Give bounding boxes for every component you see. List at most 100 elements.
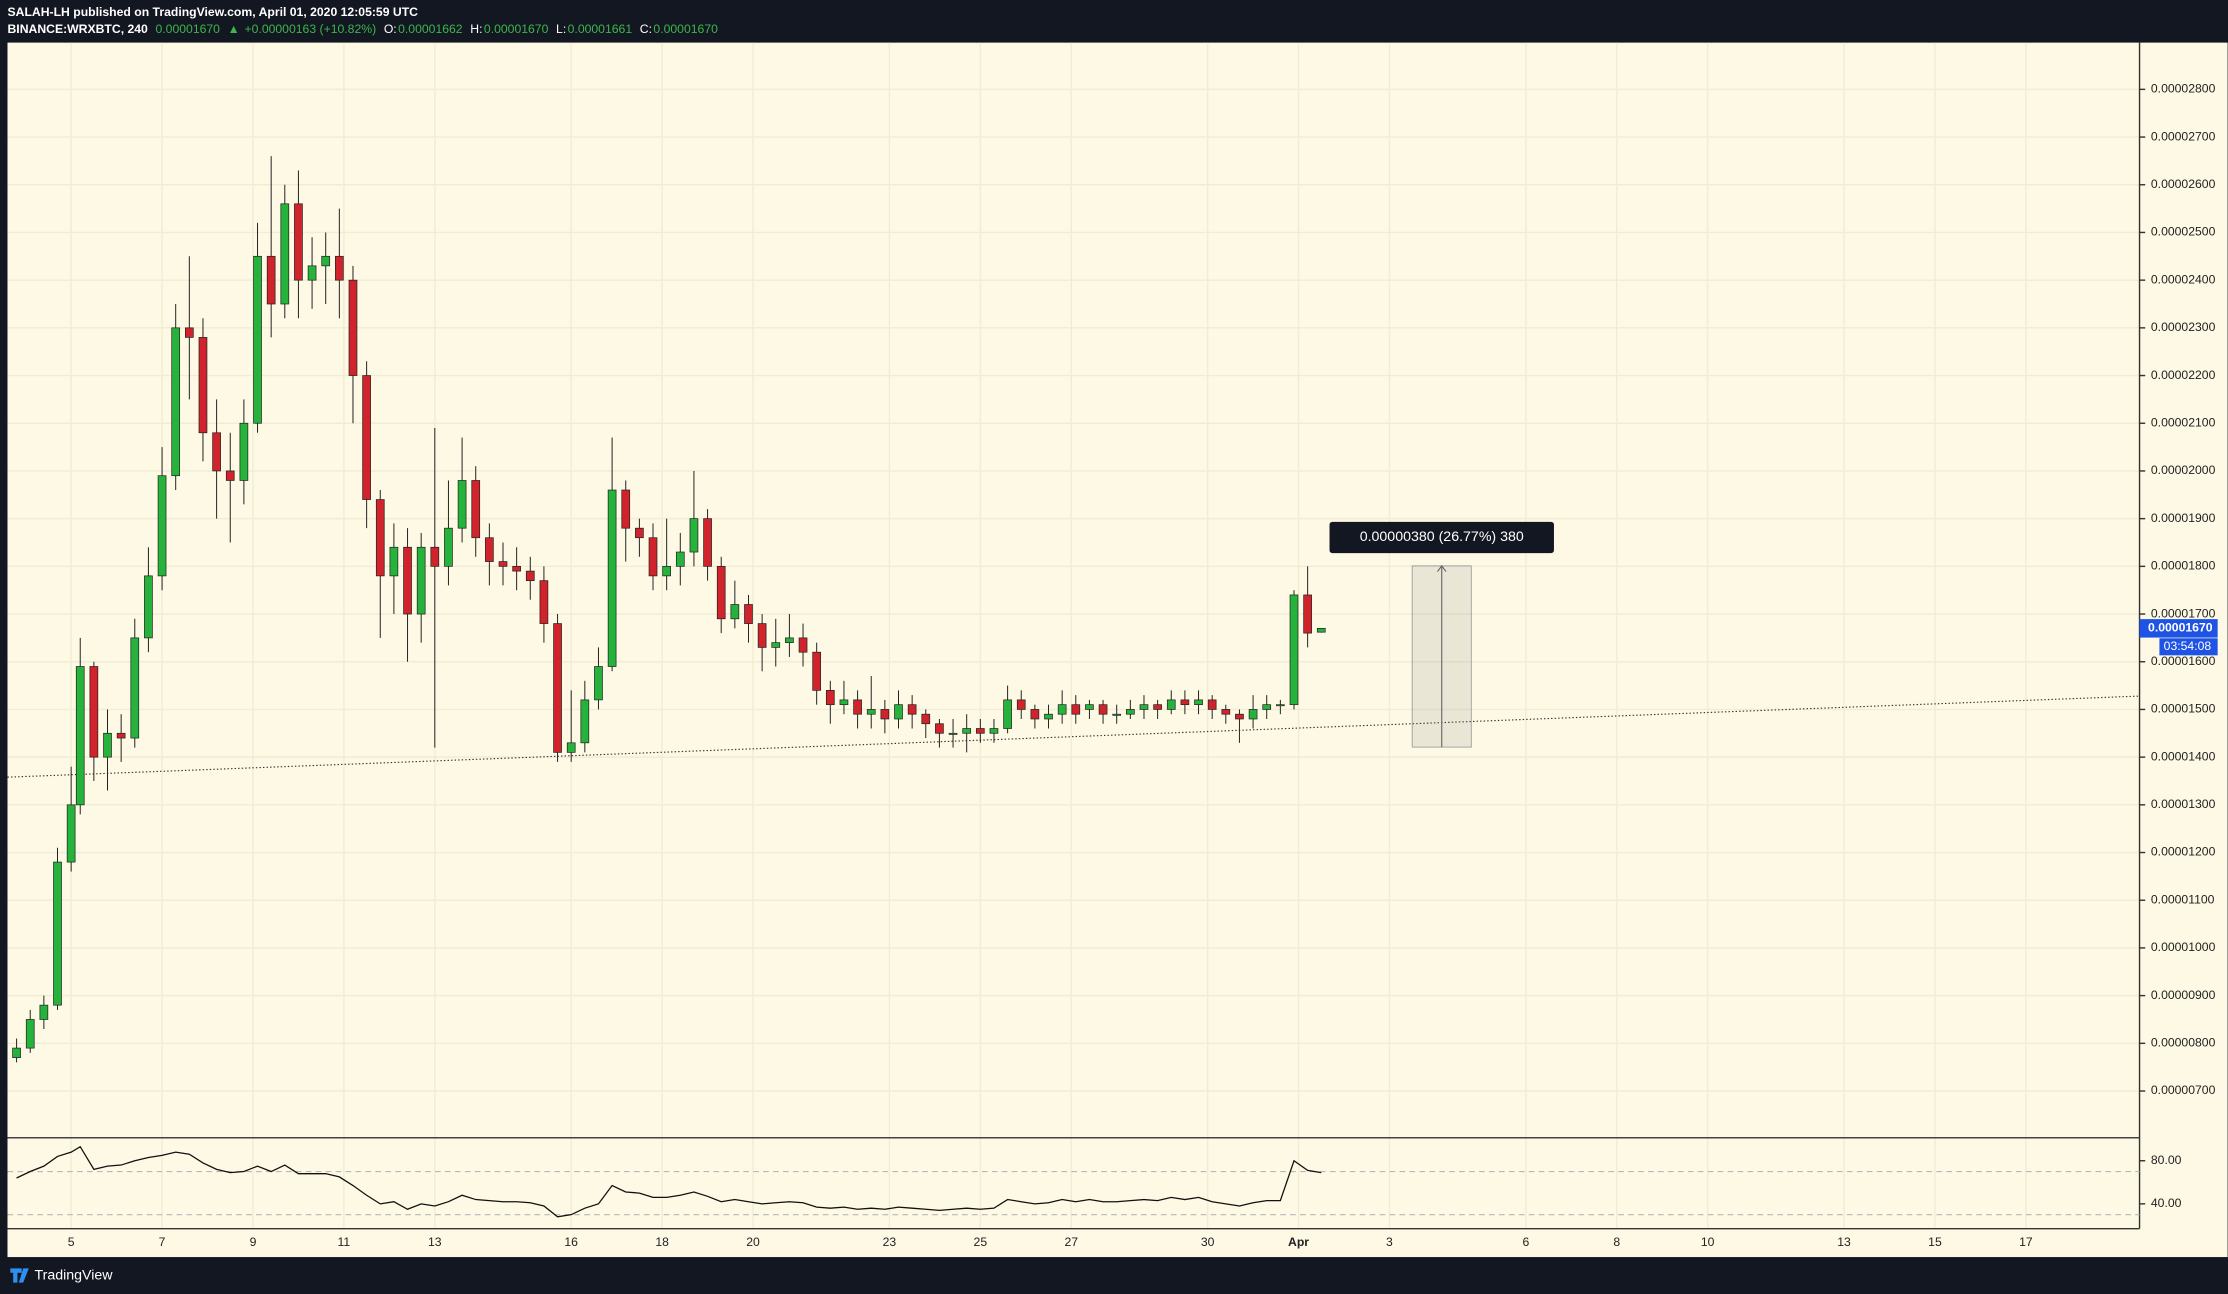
measure-label: 0.00000380 (26.77%) 380 xyxy=(1360,529,1524,545)
candle-body xyxy=(280,203,290,305)
candle-body xyxy=(689,518,699,553)
y-tick-label: 0.00002000 xyxy=(2151,463,2216,477)
candle-body xyxy=(335,255,344,281)
x-tick-label: 11 xyxy=(338,1235,351,1249)
ohlc-value: 0.00001662 xyxy=(398,22,463,36)
candle-body xyxy=(907,704,917,715)
symbol: BINANCE:WRXBTC, 240 xyxy=(7,22,148,36)
y-tick-label: 0.00000800 xyxy=(2151,1036,2216,1050)
x-tick-label: 16 xyxy=(564,1235,578,1249)
candle-body xyxy=(1289,594,1299,706)
y-tick-label: 0.00002200 xyxy=(2151,368,2216,382)
last: 0.00001670 xyxy=(156,22,221,36)
candle-body xyxy=(948,732,958,735)
footer-brand[interactable]: TradingView xyxy=(34,1267,113,1283)
x-tick-label: 9 xyxy=(250,1235,257,1249)
countdown-box xyxy=(2159,638,2218,656)
candle-body xyxy=(621,489,631,529)
y-tick-label: 0.00001300 xyxy=(2151,797,2216,811)
candle-body xyxy=(989,728,999,734)
candle-body xyxy=(266,255,276,305)
candle-body xyxy=(171,327,181,477)
candle-body xyxy=(53,861,62,1006)
candle-body xyxy=(212,432,221,472)
rsi-line xyxy=(16,1145,1322,1218)
x-tick-label: 13 xyxy=(1837,1235,1851,1249)
x-tick-label: 20 xyxy=(746,1235,760,1249)
candle-body xyxy=(825,689,835,706)
x-tick-label: 17 xyxy=(2019,1235,2033,1249)
candle-body xyxy=(648,537,658,577)
candle-body xyxy=(785,637,794,644)
candle-body xyxy=(362,375,371,500)
candle-body xyxy=(853,699,862,715)
y-tick-label: 0.00001500 xyxy=(2151,702,2216,716)
ohlc-label: C: xyxy=(640,22,652,36)
candle-body xyxy=(89,666,99,758)
rsi-tick-label: 40.00 xyxy=(2151,1196,2182,1210)
candle-body xyxy=(157,475,167,577)
y-tick-label: 0.00002600 xyxy=(2151,177,2216,191)
candle-body xyxy=(812,651,822,691)
x-tick-label: 25 xyxy=(974,1235,988,1249)
candle-body xyxy=(716,565,726,620)
candle-body xyxy=(1194,699,1203,706)
candle-body xyxy=(430,546,440,567)
candle-body xyxy=(798,637,808,653)
candle-body xyxy=(1180,699,1190,706)
candle-body xyxy=(239,422,249,481)
y-tick-label: 0.00002300 xyxy=(2151,320,2216,334)
candle-body xyxy=(894,704,903,720)
x-tick-label: 8 xyxy=(1613,1235,1620,1249)
candle-body xyxy=(580,699,590,744)
candle-body xyxy=(253,255,262,424)
candle-body xyxy=(1030,709,1040,720)
y-tick-label: 0.00000900 xyxy=(2151,988,2216,1002)
candle-body xyxy=(348,279,358,376)
y-tick-label: 0.00001400 xyxy=(2151,749,2216,763)
last-price-box xyxy=(2139,619,2218,638)
candle-body xyxy=(975,728,985,734)
candle-body xyxy=(1003,699,1012,729)
candle-body xyxy=(389,546,399,577)
candle-body xyxy=(144,575,153,639)
candle-body xyxy=(375,499,385,577)
candle-body xyxy=(1016,699,1026,710)
candle-body xyxy=(607,489,617,667)
candle-body xyxy=(921,713,931,725)
y-tick-label: 0.00001200 xyxy=(2151,845,2216,859)
candle-body xyxy=(662,565,671,577)
y-tick-label: 0.00000700 xyxy=(2151,1083,2216,1097)
candle-body xyxy=(39,1004,49,1020)
x-tick-label: 30 xyxy=(1201,1235,1215,1249)
ohlc-value: 0.00001670 xyxy=(653,22,718,36)
candle-body xyxy=(635,527,644,539)
x-tick-label: 5 xyxy=(68,1235,75,1249)
measure-arrowhead xyxy=(1437,564,1447,572)
candle-body xyxy=(1316,627,1326,633)
candle-body xyxy=(185,327,194,338)
candle-body xyxy=(403,546,412,615)
y-tick-label: 0.00002100 xyxy=(2151,415,2216,429)
grid xyxy=(7,42,2140,1229)
candle-body xyxy=(1098,704,1108,715)
y-tick-label: 0.00002500 xyxy=(2151,225,2216,239)
x-tick-label: 23 xyxy=(883,1235,897,1249)
x-tick-label: 10 xyxy=(1701,1235,1715,1249)
trendline xyxy=(7,695,2140,778)
chart-background xyxy=(7,42,2228,1258)
candle-body xyxy=(512,565,521,572)
x-tick-label: 3 xyxy=(1386,1235,1393,1249)
candle-body xyxy=(1057,704,1067,715)
symbol-line: BINANCE:WRXBTC, 240 0.00001670 ▲ +0.0000… xyxy=(7,22,718,36)
candle-body xyxy=(1276,704,1285,707)
x-tick-label: 27 xyxy=(1064,1235,1078,1249)
candle-body xyxy=(525,570,535,582)
y-tick-label: 0.00001000 xyxy=(2151,940,2216,954)
candle-body xyxy=(12,1047,21,1058)
ohlc-label: O: xyxy=(384,22,397,36)
x-tick-label: 15 xyxy=(1928,1235,1942,1249)
candle-body xyxy=(880,709,890,720)
x-tick-label: 7 xyxy=(159,1235,166,1249)
